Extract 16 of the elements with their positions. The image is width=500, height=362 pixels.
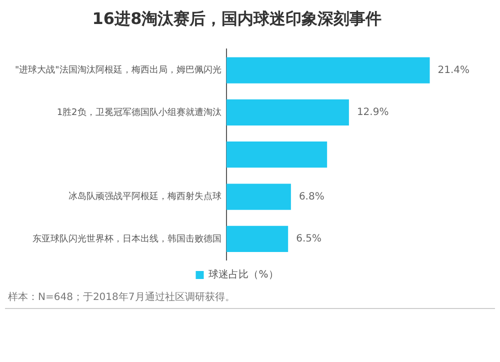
bar [226, 226, 288, 252]
bar [226, 184, 291, 210]
y-tick-label: 冰岛队顽强战平阿根廷，梅西射失点球 [68, 191, 222, 202]
data-label: 21.4% [438, 64, 470, 76]
bar [226, 99, 349, 126]
y-tick-label: "进球大战"法国淘汰阿根廷，梅西出局，姆巴佩闪光 [15, 64, 222, 76]
legend-label: 球迷占比（%） [208, 268, 278, 281]
bar [226, 57, 430, 84]
chart-title: 16进8淘汰赛后，国内球迷印象深刻事件 [92, 8, 382, 28]
data-label: 6.8% [298, 191, 324, 202]
data-label: 6.5% [296, 234, 322, 245]
y-tick-label: 1胜2负，卫冕冠军德国队小组赛就遭淘汰 [56, 106, 222, 118]
y-tick-label: 东亚球队闪光世界杯，日本出线，韩国击败德国 [32, 233, 222, 244]
text: 样本：N=648；于2018年7月通过社区调研获得。 [8, 290, 235, 304]
bar [226, 142, 328, 168]
data-label: 12.9% [356, 107, 389, 118]
